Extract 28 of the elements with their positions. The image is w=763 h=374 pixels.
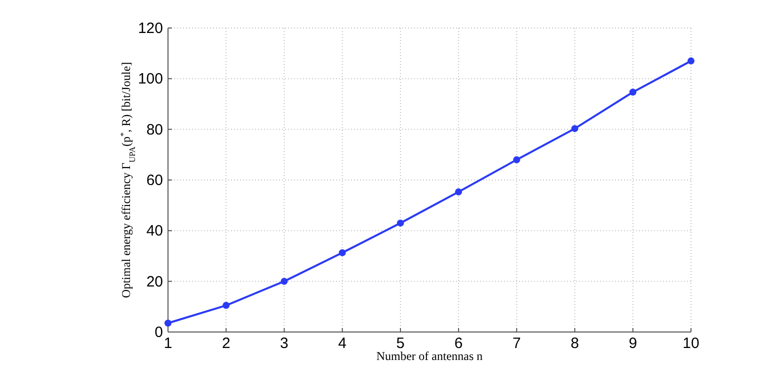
x-axis-title: Number of antennas n <box>376 349 483 363</box>
point <box>688 57 694 64</box>
x-tick-label: 9 <box>628 335 638 352</box>
y-tick-label: 0 <box>154 324 163 341</box>
x-tick-label: 3 <box>280 335 288 352</box>
point <box>222 302 230 309</box>
x-tick-label: 7 <box>512 335 521 352</box>
point <box>396 220 404 227</box>
x-tick-label: 10 <box>682 335 700 352</box>
x-tick-label: 8 <box>570 335 579 352</box>
point <box>455 188 462 196</box>
point <box>164 320 172 327</box>
point <box>280 278 288 285</box>
x-tick-label: 6 <box>454 335 463 352</box>
y-tick-label: 100 <box>138 70 163 88</box>
y-tick-label: 40 <box>146 222 163 240</box>
x-tick-label: 4 <box>338 335 347 352</box>
point <box>629 88 636 96</box>
point <box>513 156 520 164</box>
y-tick-label: 20 <box>146 273 163 290</box>
point <box>571 125 578 132</box>
y-tick-label: 80 <box>146 121 163 138</box>
y-tick-label: 120 <box>138 20 163 37</box>
point <box>338 249 346 256</box>
x-tick-label: 2 <box>222 335 230 352</box>
y-tick-label: 60 <box>146 172 163 189</box>
x-tick-label: 1 <box>164 335 172 352</box>
x-tick-label: 5 <box>396 335 405 352</box>
